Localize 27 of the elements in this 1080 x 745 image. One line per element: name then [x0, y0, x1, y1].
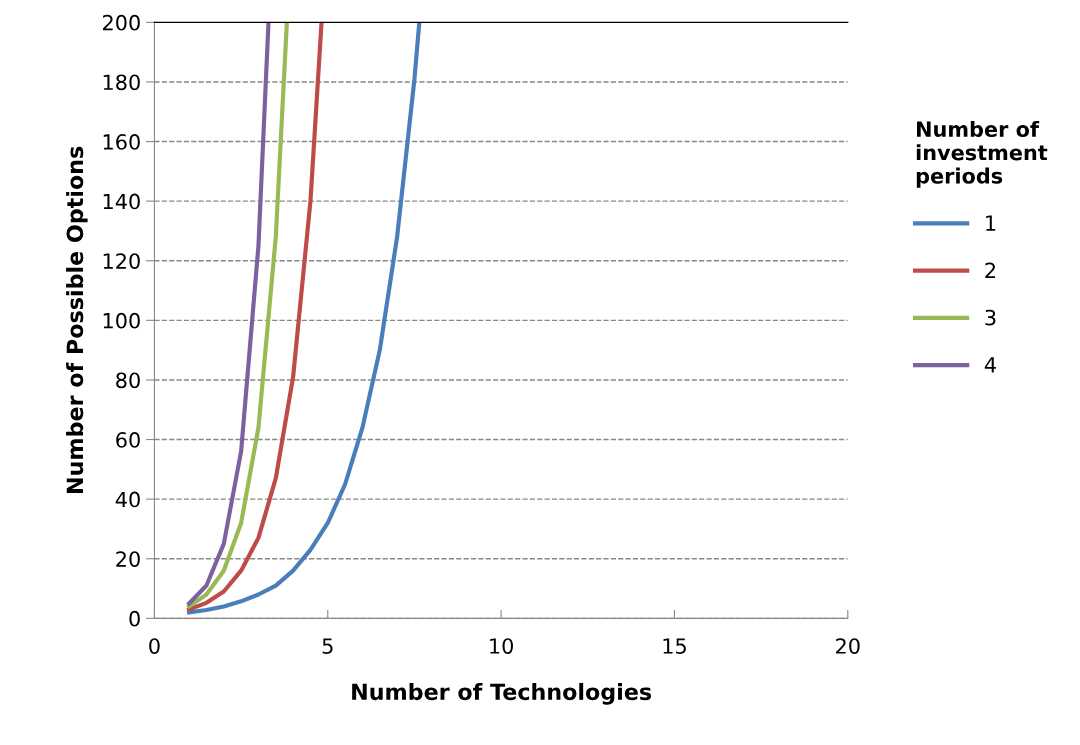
- legend-label: 2: [985, 262, 995, 278]
- x-axis-title: Number of Technologies: [352, 682, 652, 705]
- y-tick-label: 140: [103, 193, 140, 210]
- y-tick-label: 200: [103, 14, 140, 31]
- line-series: [187, 22, 422, 615]
- y-tick-label: 100: [103, 312, 140, 329]
- line-series: [187, 22, 271, 606]
- x-tick-label: 0: [149, 638, 160, 654]
- y-tick-label: 0: [129, 610, 140, 627]
- x-tick-label: 10: [490, 638, 513, 654]
- y-tick-label: 60: [116, 432, 140, 448]
- y-axis-title: Number of Possible Options: [66, 146, 88, 493]
- line-series: [187, 22, 324, 612]
- y-tick-label: 80: [116, 372, 140, 389]
- y-tick-label: 160: [103, 134, 140, 150]
- y-tick-label: 120: [103, 253, 140, 269]
- legend-label: 4: [984, 357, 996, 373]
- x-tick-label: 5: [322, 638, 333, 654]
- x-tick-label: 20: [836, 638, 860, 654]
- y-tick-label: 40: [115, 491, 140, 508]
- legend-label: 1: [986, 215, 996, 231]
- line-series: [187, 22, 289, 609]
- y-tick-label: 20: [116, 551, 140, 567]
- legend-label: 3: [985, 309, 996, 326]
- y-tick-label: 180: [103, 74, 140, 91]
- x-tick-label: 15: [663, 638, 686, 654]
- legend-title: Number of investment periods: [916, 120, 1048, 188]
